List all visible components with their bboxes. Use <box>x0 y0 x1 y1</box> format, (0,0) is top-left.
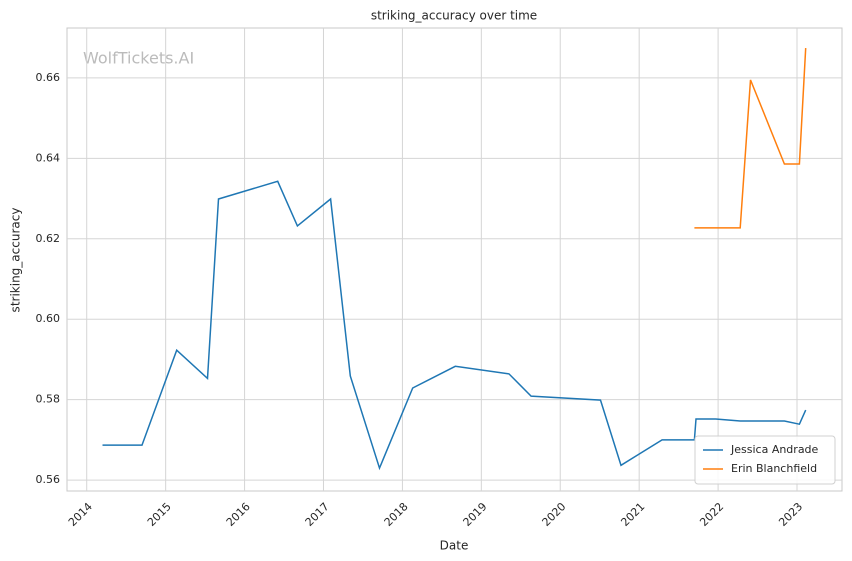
x-tick-label: 2019 <box>461 500 490 529</box>
y-tick-label: 0.60 <box>36 312 61 325</box>
x-tick-label: 2022 <box>697 500 726 529</box>
x-tick-label: 2021 <box>618 500 647 529</box>
x-tick-label: 2016 <box>224 500 253 529</box>
y-tick-label: 0.58 <box>36 393 61 406</box>
legend-box <box>694 435 836 485</box>
legend-label: Erin Blanchfield <box>731 462 817 475</box>
x-tick-label: 2018 <box>382 500 411 529</box>
line <box>694 48 807 229</box>
x-tick-label: 2017 <box>303 500 332 529</box>
y-tick-label: 0.66 <box>36 71 61 84</box>
y-tick-label: 0.64 <box>36 151 61 164</box>
x-tick-label: 2023 <box>776 500 805 529</box>
x-tick-label: 2020 <box>540 500 569 529</box>
y-tick-label: 0.62 <box>36 232 61 245</box>
legend: Jessica Andrade Erin Blanchfield <box>694 435 836 485</box>
watermark: WolfTickets.AI <box>83 49 194 68</box>
x-tick-label: 2015 <box>145 500 174 529</box>
x-axis-label: Date <box>440 539 469 553</box>
y-tick-label: 0.56 <box>36 473 61 486</box>
y-axis-label: striking_accuracy <box>9 208 23 313</box>
legend-label: Jessica Andrade <box>730 443 819 456</box>
plot-area <box>66 27 843 492</box>
line <box>102 180 807 471</box>
x-tick-label: 2014 <box>66 500 95 529</box>
lines <box>102 48 807 471</box>
chart-title: striking_accuracy over time <box>371 9 537 23</box>
